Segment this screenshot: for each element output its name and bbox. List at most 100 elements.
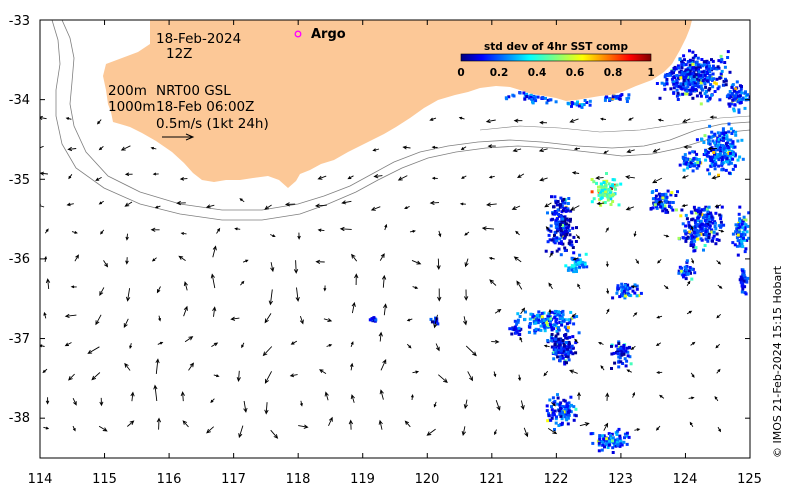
sst-pixel: [685, 92, 689, 96]
sst-pixel: [568, 321, 572, 325]
sst-pixel: [554, 313, 558, 317]
current-arrow: [435, 343, 440, 352]
sst-pixel: [670, 191, 674, 195]
sst-pixel: [693, 150, 696, 154]
sst-pixel: [558, 214, 561, 218]
sst-pixel: [370, 317, 374, 321]
sst-pixel: [637, 294, 641, 298]
current-arrow: [319, 369, 327, 374]
current-arrow: [243, 400, 248, 413]
current-arrow: [656, 371, 663, 375]
x-tick-label: 114: [28, 472, 53, 487]
sst-pixel: [700, 208, 704, 212]
sst-pixel: [680, 66, 684, 70]
sst-pixel: [670, 70, 674, 74]
y-tick-label: -34: [9, 93, 30, 108]
sst-pixel: [713, 167, 717, 171]
sst-pixel: [668, 200, 672, 204]
sst-pixel: [675, 79, 679, 82]
sst-pixel: [708, 96, 712, 100]
sst-pixel: [699, 84, 703, 88]
sst-pixel: [741, 287, 745, 291]
sst-pixel: [741, 157, 745, 161]
sst-pixel: [707, 139, 711, 143]
sst-pixel: [559, 229, 563, 233]
sst-pixel: [556, 313, 560, 316]
sst-pixel: [672, 86, 676, 90]
sst-pixel: [616, 429, 620, 433]
sst-pixel: [561, 339, 565, 342]
sst-pixel: [507, 95, 511, 99]
sst-pixel: [702, 60, 706, 64]
sst-pixel: [661, 209, 665, 213]
sst-pixel: [714, 144, 718, 148]
sst-pixel: [678, 163, 682, 167]
sst-pixel: [568, 342, 571, 346]
sst-pixel: [615, 440, 619, 444]
sst-pixel: [533, 331, 537, 335]
current-arrow: [72, 398, 77, 406]
sst-pixel: [564, 417, 568, 421]
sst-pixel: [729, 127, 733, 131]
sst-pixel: [684, 80, 688, 84]
sst-pixel: [560, 323, 564, 327]
current-arrow: [153, 384, 158, 402]
sst-pixel: [615, 291, 619, 295]
sst-pixel: [557, 341, 561, 344]
current-arrow: [600, 365, 605, 371]
sst-pixel: [565, 322, 569, 326]
current-arrow: [494, 429, 497, 436]
sst-pixel: [620, 294, 624, 298]
sst-pixel: [689, 161, 693, 165]
sst-pixel: [527, 96, 531, 100]
current-arrow: [264, 402, 269, 415]
sst-pixel: [711, 148, 715, 152]
current-arrow: [571, 171, 580, 175]
sst-pixel: [712, 77, 716, 81]
current-arrow: [573, 147, 580, 151]
sst-pixel: [585, 265, 589, 269]
sst-pixel: [549, 418, 553, 422]
current-arrow: [350, 394, 355, 403]
sst-pixel: [689, 210, 693, 214]
sst-pixel: [577, 331, 581, 335]
sst-pixel: [563, 405, 567, 409]
sst-pixel: [655, 189, 658, 192]
sst-pixel: [566, 347, 569, 351]
current-arrow: [123, 318, 129, 329]
current-arrow: [150, 146, 157, 150]
sst-pixel: [635, 294, 639, 298]
sst-pixel: [566, 329, 570, 333]
sst-pixel: [559, 196, 563, 200]
sst-pixel: [543, 322, 547, 326]
sst-pixel: [547, 412, 551, 416]
sst-pixel: [618, 97, 622, 101]
current-arrow: [210, 273, 216, 289]
sst-pixel: [554, 417, 558, 421]
sst-pixel: [635, 284, 639, 288]
sst-pixel: [711, 64, 715, 68]
sst-pixel: [675, 74, 679, 77]
current-arrow: [372, 148, 380, 152]
colorbar-tick-label: 0.2: [490, 67, 509, 79]
sst-pixel: [713, 90, 717, 93]
sst-pixel: [726, 50, 730, 54]
current-arrow: [655, 342, 662, 347]
sst-pixel: [711, 59, 715, 63]
sst-pixel: [695, 60, 699, 64]
sst-pixel: [714, 242, 718, 246]
current-arrow: [513, 118, 523, 123]
sst-pixel: [569, 209, 573, 213]
sst-pixel: [738, 217, 742, 221]
sst-pixel: [555, 236, 559, 240]
sst-pixel: [618, 356, 622, 360]
sst-pixel: [730, 149, 734, 153]
land-mass: [103, 20, 692, 188]
sst-pixel: [718, 148, 722, 152]
sst-pixel: [562, 342, 566, 346]
sst-pixel: [614, 95, 618, 99]
sst-pixel: [616, 443, 620, 447]
current-arrow: [517, 173, 525, 179]
y-tick-label: -37: [9, 332, 30, 347]
